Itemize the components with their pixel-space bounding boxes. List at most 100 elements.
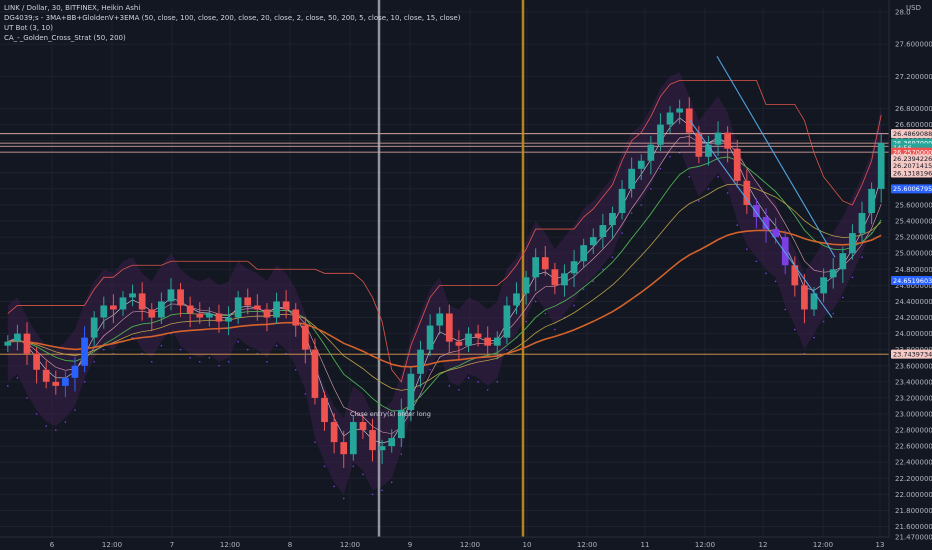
candle — [513, 282, 520, 315]
time-tick-label: 12:00 — [460, 541, 480, 549]
candle — [253, 294, 261, 321]
time-tick-label: 9 — [408, 541, 412, 549]
cloud-dot — [160, 344, 163, 347]
cloud-dot — [611, 256, 614, 259]
price-tags: 26.4869088026.3697000014:5626.2570000026… — [891, 129, 932, 359]
candle — [829, 258, 837, 289]
candle — [205, 307, 213, 327]
price-tick-label: 25.00000000 — [895, 250, 932, 258]
candle — [436, 307, 444, 335]
cloud-dot — [400, 453, 403, 455]
candle — [657, 113, 664, 152]
price-tick-label: 27.60000000 — [895, 41, 932, 49]
candle — [119, 290, 127, 316]
cloud-dot — [390, 481, 393, 484]
cloud-dot — [842, 296, 844, 299]
candle — [263, 303, 271, 332]
svg-text:26.23942261: 26.23942261 — [893, 155, 932, 163]
time-axis[interactable]: 6 12:00 7 12:00 8 12:00 9 12:00 10 12:00 11 12:00 12… — [0, 536, 889, 549]
cloud-dot — [227, 360, 230, 363]
candle — [676, 99, 684, 124]
candle — [282, 290, 290, 319]
cloud-dot — [813, 336, 815, 339]
price-tag: 26.20714158 — [891, 161, 932, 171]
cloud-dot — [602, 268, 604, 271]
cloud-dot — [726, 192, 729, 194]
time-tick-label: 12:00 — [220, 541, 240, 549]
candle — [445, 304, 453, 353]
cloud-dot — [650, 188, 652, 190]
candle — [349, 415, 357, 461]
cloud-dot — [131, 336, 134, 339]
price-tick-label: 23.20000000 — [895, 394, 932, 402]
time-tick-label: 12:00 — [102, 541, 122, 549]
cloud-dot — [774, 280, 777, 283]
time-tick-label: 8 — [288, 541, 292, 549]
candle — [801, 274, 808, 324]
cloud-dot — [352, 465, 355, 468]
cloud-dot — [266, 360, 268, 363]
cloud-dot — [198, 360, 201, 363]
price-tag: 26.23942261 — [891, 154, 932, 164]
candles — [4, 97, 885, 468]
cloud-dot — [83, 381, 86, 383]
cloud-dot — [630, 212, 633, 214]
candle — [426, 314, 434, 357]
indicator-legend-ma[interactable]: DG4039;s - 3MA+BB+GloldenV+3EMA (50, clo… — [4, 14, 461, 22]
price-tag: 26.48690880 — [891, 129, 932, 139]
cloud-dot — [746, 248, 748, 250]
candle — [148, 303, 156, 332]
price-tick-label: 21.80000000 — [895, 507, 932, 515]
time-tick-label: 12:00 — [695, 541, 715, 549]
price-tick-label: 22.60000000 — [895, 443, 932, 451]
candle — [378, 439, 386, 464]
price-tick-label: 21.60000000 — [895, 523, 932, 531]
price-tick-label: 24.60000000 — [895, 282, 932, 290]
svg-text:23.74397348: 23.74397348 — [893, 350, 932, 358]
candle — [244, 288, 252, 315]
cloud-dot — [851, 276, 854, 279]
candle — [273, 292, 280, 324]
time-tick-label: 12:00 — [340, 541, 360, 549]
candle — [158, 292, 165, 324]
price-tick-label: 26.80000000 — [895, 105, 932, 113]
candle — [858, 201, 866, 242]
candle — [733, 139, 741, 188]
cloud-dot — [592, 280, 595, 283]
cloud-dot — [573, 304, 575, 307]
candle — [839, 246, 847, 283]
cloud-dot — [861, 256, 863, 259]
price-tick-label: 21.47000000 — [895, 534, 932, 542]
candle — [685, 97, 693, 147]
price-tick-label: 22.40000000 — [895, 459, 932, 467]
candle — [455, 330, 463, 360]
candle — [71, 356, 79, 392]
cloud-dot — [582, 288, 585, 291]
cloud-dot — [218, 364, 220, 367]
ema-line — [7, 229, 882, 368]
time-tick-label: 12:00 — [577, 541, 597, 549]
indicator-legend-golden-cross[interactable]: CA_-_Golden_Cross_Strat (50, 200) — [4, 34, 126, 42]
candle — [541, 245, 549, 276]
cloud-dot — [525, 320, 527, 323]
price-tick-label: 24.00000000 — [895, 330, 932, 338]
candle — [570, 249, 578, 287]
cloud-dot — [496, 381, 499, 383]
candle — [628, 157, 636, 198]
symbol-legend[interactable]: LINK / Dollar, 30, BITFINEX, Heikin Ashi — [4, 4, 141, 12]
svg-text:26.48690880: 26.48690880 — [893, 130, 932, 138]
price-tag: 23.74397348 — [891, 349, 932, 359]
cloud-dot — [314, 441, 316, 443]
cloud-dot — [342, 497, 345, 500]
candle — [493, 331, 501, 360]
trend-lines[interactable] — [689, 55, 836, 318]
cloud-dot — [765, 272, 767, 275]
cloud-dot — [16, 377, 19, 379]
svg-text:26.25700000: 26.25700000 — [893, 148, 932, 156]
indicator-legend-utbot[interactable]: UT Bot (3, 10) — [4, 24, 53, 32]
candle — [359, 413, 367, 439]
candle — [138, 282, 146, 321]
candle — [599, 213, 607, 249]
price-tag: 25.60067954 — [891, 184, 932, 194]
